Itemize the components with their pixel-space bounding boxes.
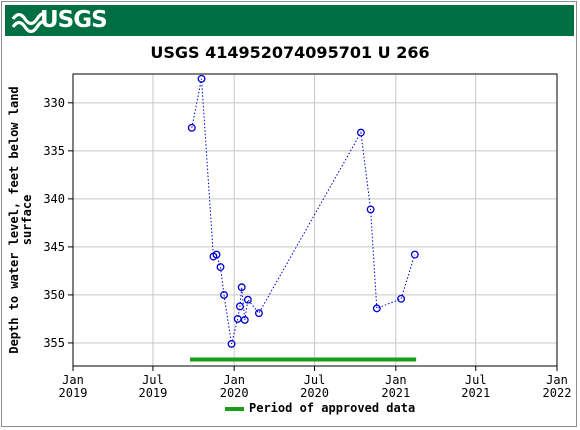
data-point: [197, 74, 206, 83]
x-tick-label-year: 2020: [220, 386, 249, 400]
y-axis-title-line-1: Depth to water level, feet below land: [7, 86, 21, 353]
x-tick-label-month: Jan: [385, 373, 407, 387]
x-tick-label-year: 2021: [461, 386, 490, 400]
usgs-banner: USGS: [5, 5, 574, 36]
data-point: [235, 302, 244, 311]
data-point: [227, 339, 236, 348]
data-point: [366, 205, 375, 214]
x-tick-label-month: Jan: [223, 373, 245, 387]
usgs-logo-icon: [11, 12, 47, 34]
data-point: [187, 123, 196, 132]
data-point: [243, 295, 252, 304]
data-point: [212, 250, 221, 259]
x-axis: Jan2019Jul2019Jan2020Jul2020Jan2021Jul20…: [59, 366, 572, 400]
y-tick-label: 340: [43, 192, 65, 206]
x-tick-label-month: Jul: [304, 373, 326, 387]
x-tick-label-month: Jul: [465, 373, 487, 387]
y-tick-label: 330: [43, 96, 65, 110]
usgs-logo-text: USGS: [40, 7, 108, 33]
y-tick-label: 335: [43, 144, 65, 158]
series-line: [191, 78, 416, 345]
data-point: [356, 128, 365, 137]
data-point: [220, 290, 228, 299]
data-point: [240, 315, 249, 324]
legend-swatch-approved: [225, 407, 244, 411]
series-layer: [187, 74, 419, 348]
data-point: [254, 309, 263, 318]
y-tick-label: 355: [43, 336, 65, 350]
y-axis-title-line-2: surface: [20, 195, 34, 246]
x-tick-label-month: Jan: [546, 373, 568, 387]
chart-title: USGS 414952074095701 U 266: [150, 43, 430, 62]
data-point: [410, 250, 419, 259]
data-point: [216, 263, 225, 272]
x-tick-label-month: Jan: [62, 373, 84, 387]
data-point: [372, 304, 381, 313]
x-tick-label-year: 2022: [543, 386, 572, 400]
legend-label-approved: Period of approved data: [249, 401, 416, 415]
x-tick-label-year: 2019: [138, 386, 167, 400]
grid-lines: [72, 74, 558, 366]
x-tick-label-month: Jul: [142, 373, 164, 387]
x-tick-label-year: 2021: [381, 386, 410, 400]
x-tick-label-year: 2020: [300, 386, 329, 400]
y-tick-label: 345: [43, 240, 65, 254]
y-axis: 330 335 340 345 350 355: [43, 96, 73, 350]
data-point: [237, 283, 246, 292]
y-tick-label: 350: [43, 288, 65, 302]
x-tick-label-year: 2019: [59, 386, 88, 400]
data-point: [397, 294, 406, 303]
